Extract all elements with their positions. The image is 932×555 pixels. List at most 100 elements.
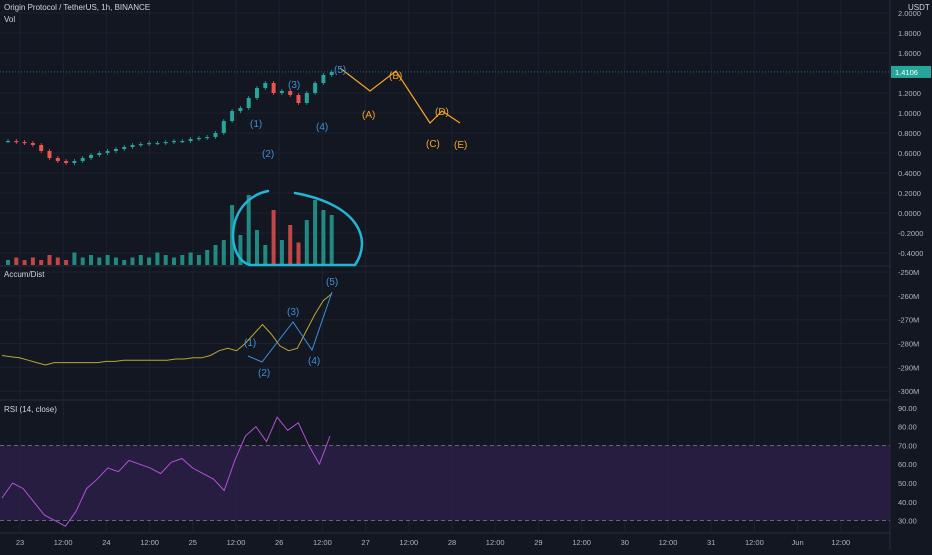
- price-candle[interactable]: [122, 147, 127, 149]
- price-candle[interactable]: [138, 144, 143, 146]
- price-candle[interactable]: [80, 158, 85, 161]
- price-candle[interactable]: [221, 121, 226, 133]
- price-candle[interactable]: [105, 151, 110, 153]
- volume-bar: [172, 257, 176, 265]
- grid-lines: [0, 0, 891, 550]
- volume-bar: [279, 240, 284, 265]
- price-candle[interactable]: [230, 111, 235, 121]
- volume-bar: [80, 257, 85, 265]
- accum-dist-wave-label: (2): [258, 368, 270, 379]
- impulse-wave-label: (4): [316, 122, 328, 133]
- price-axis-tick: 1.0000: [898, 109, 921, 118]
- rsi-band: [0, 445, 890, 521]
- price-candle[interactable]: [288, 91, 293, 95]
- volume-bar: [271, 210, 276, 265]
- volume-bar: [263, 245, 268, 265]
- price-candle[interactable]: [6, 141, 10, 143]
- volume-bar: [130, 257, 135, 265]
- price-candle[interactable]: [313, 83, 318, 93]
- price-axis-tick: -0.4000: [898, 249, 923, 258]
- volume-bar: [89, 255, 93, 265]
- volume-bar: [246, 195, 251, 265]
- price-candle[interactable]: [263, 83, 268, 88]
- rsi-axis-tick: 70.00: [898, 441, 917, 450]
- price-candle[interactable]: [205, 137, 210, 139]
- price-candle[interactable]: [39, 145, 44, 151]
- time-axis-label: 25: [189, 538, 197, 547]
- volume-bar: [238, 235, 243, 265]
- price-candle[interactable]: [147, 143, 152, 145]
- price-candle[interactable]: [321, 75, 326, 83]
- time-axis-label: 12:00: [486, 538, 505, 547]
- volume-bar: [113, 257, 118, 265]
- price-pane[interactable]: [0, 67, 890, 165]
- volume-bar: [304, 220, 309, 265]
- volume-bar: [47, 255, 52, 265]
- price-candle[interactable]: [188, 139, 193, 141]
- time-axis-label: 12:00: [399, 538, 418, 547]
- time-axis-label: 28: [448, 538, 456, 547]
- volume-bar: [313, 200, 318, 265]
- price-candle[interactable]: [14, 141, 19, 143]
- price-candle[interactable]: [30, 143, 35, 145]
- price-candle[interactable]: [196, 138, 201, 140]
- price-candle[interactable]: [130, 145, 135, 147]
- accum-dist-axis-tick: -280M: [898, 340, 919, 349]
- price-candle[interactable]: [64, 161, 69, 163]
- last-price-badge[interactable]: [891, 65, 931, 78]
- volume-bar: [255, 230, 259, 265]
- volume-bar: [122, 260, 127, 265]
- price-candle[interactable]: [271, 83, 276, 93]
- rsi-pane[interactable]: [0, 416, 890, 527]
- time-axis[interactable]: 23 12:00 24 12:00 25 12:00 26 12:00 27 12:00 28 12:…: [16, 538, 850, 547]
- price-candle[interactable]: [155, 143, 160, 145]
- price-candle[interactable]: [255, 88, 259, 98]
- volume-bar: [138, 255, 143, 265]
- time-axis-label: 29: [534, 538, 542, 547]
- rsi-line[interactable]: [1, 416, 331, 527]
- time-axis-label: 12:00: [140, 538, 159, 547]
- volume-bar: [329, 215, 334, 265]
- price-candle[interactable]: [213, 133, 218, 137]
- price-candle[interactable]: [89, 155, 93, 158]
- price-candle[interactable]: [296, 95, 301, 103]
- time-axis-label: 12:00: [745, 538, 764, 547]
- time-axis-label: 26: [275, 538, 283, 547]
- price-axis-tick: 0.0000: [898, 209, 921, 218]
- time-axis-label: 12:00: [572, 538, 591, 547]
- price-axis-tick: 2.0000: [898, 9, 921, 18]
- accum-dist-pane[interactable]: [1, 291, 333, 366]
- time-axis-label: 12:00: [54, 538, 73, 547]
- price-candle[interactable]: [55, 158, 60, 161]
- price-candle[interactable]: [97, 153, 102, 155]
- projection-wave-line: [339, 67, 461, 124]
- price-candle[interactable]: [238, 108, 243, 111]
- rsi-axis-tick: 50.00: [898, 479, 917, 488]
- corrective-wave-label: (A): [362, 110, 375, 121]
- accum-dist-axis-tick: -260M: [898, 292, 919, 301]
- price-candle[interactable]: [172, 141, 176, 143]
- volume-bar: [55, 257, 60, 265]
- price-candle[interactable]: [163, 142, 168, 144]
- impulse-wave-label: (5): [334, 65, 346, 76]
- price-candle[interactable]: [22, 142, 27, 144]
- volume-bar: [30, 257, 35, 265]
- price-candle[interactable]: [279, 91, 284, 93]
- price-candle[interactable]: [72, 161, 77, 163]
- volume-bar: [196, 255, 201, 265]
- volume-bar: [296, 242, 301, 265]
- accum-dist-wave-label: (1): [244, 338, 256, 349]
- price-candle[interactable]: [113, 149, 118, 151]
- time-axis-label: 12:00: [227, 538, 246, 547]
- time-axis-label: 27: [361, 538, 369, 547]
- price-candle[interactable]: [47, 151, 52, 158]
- currency-label: USDT: [908, 3, 930, 12]
- price-candle[interactable]: [180, 141, 185, 143]
- price-candle[interactable]: [246, 98, 251, 108]
- price-candle[interactable]: [329, 72, 334, 75]
- price-candle[interactable]: [304, 93, 309, 103]
- price-axis[interactable]: 2.0000 1.8000 1.6000 1.2000 1.0000 0.8000 0.60…: [891, 9, 931, 526]
- rsi-title: RSI (14, close): [4, 405, 57, 414]
